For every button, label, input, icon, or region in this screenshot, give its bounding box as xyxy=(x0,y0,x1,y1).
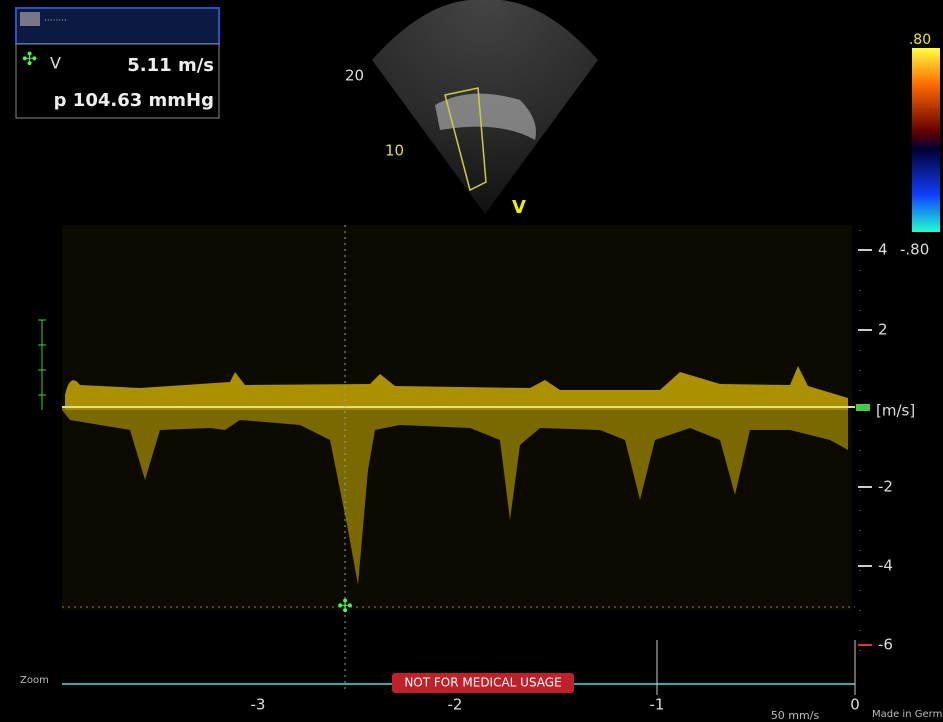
velocity-tick-label: -6 xyxy=(878,636,893,654)
svg-text:✣: ✣ xyxy=(337,596,352,617)
ultrasound-screen: ........ ✣ V 5.11 m/s p 104.63 mmHg 20 1… xyxy=(0,0,943,722)
sweep-speed: 50 mm/s xyxy=(771,709,820,722)
depth-label: 10 xyxy=(385,142,404,160)
pressure-value: p 104.63 mmHg xyxy=(54,90,214,111)
velocity-tick-label: -4 xyxy=(878,557,893,575)
time-tick-label: 0 xyxy=(850,696,860,714)
warning: NOT FOR MEDICAL USAGE xyxy=(404,676,561,690)
color-bar xyxy=(912,48,940,232)
info-box: ........ ✣ V 5.11 m/s p 104.63 mmHg xyxy=(16,8,219,118)
velocity-tick-label: -2 xyxy=(878,478,893,496)
velocity-label: V xyxy=(50,54,61,73)
velocity-tick-label: 2 xyxy=(878,321,888,339)
velocity-value: 5.11 m/s xyxy=(127,55,214,76)
cursor-icon: ✣ xyxy=(22,49,37,70)
zoom-label: Zoom xyxy=(20,675,49,686)
time-tick-label: -3 xyxy=(251,696,266,714)
time-tick-label: -2 xyxy=(448,696,463,714)
probe-label: V xyxy=(512,197,526,218)
color-bar-top: .80 xyxy=(909,32,931,48)
velocity-unit: [m/s] xyxy=(876,402,915,420)
color-bar-bottom: -.80 xyxy=(900,241,929,259)
made-in: Made in Germ xyxy=(872,709,942,720)
time-tick-label: -1 xyxy=(650,696,665,714)
svg-text:........: ........ xyxy=(44,14,67,24)
depth-label: 20 xyxy=(345,67,364,85)
velocity-tick-label: 4 xyxy=(878,241,888,259)
